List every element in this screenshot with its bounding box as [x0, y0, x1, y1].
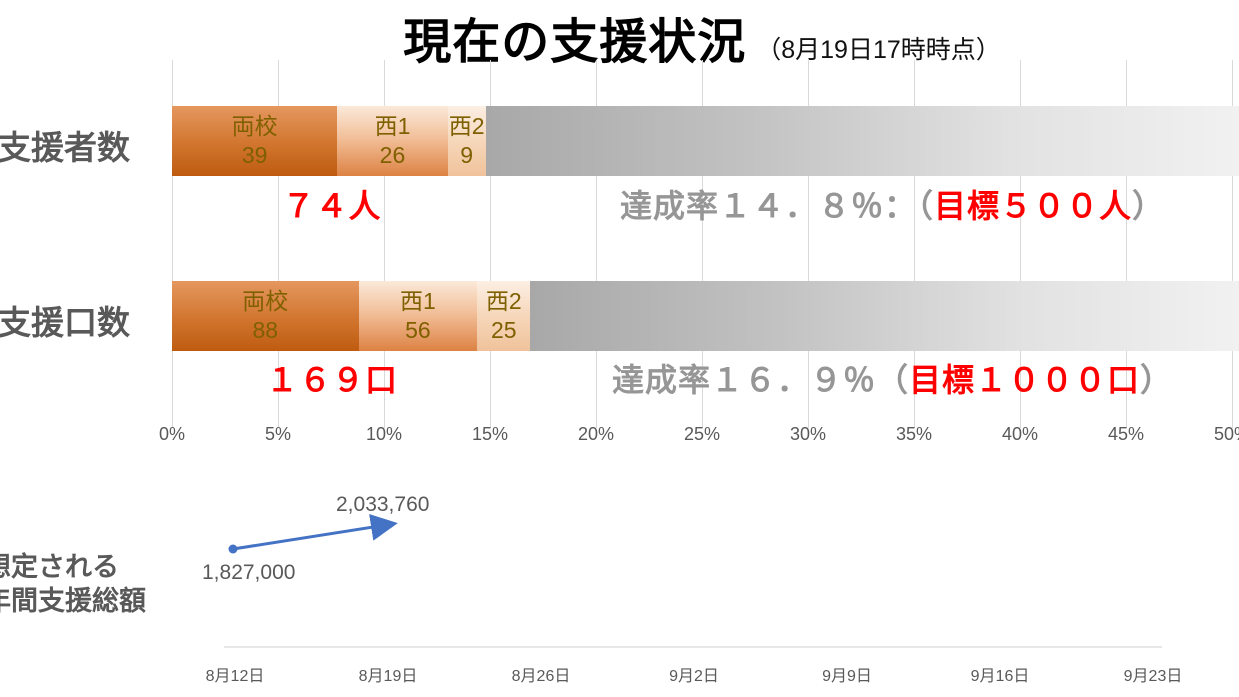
segment-name: 両校 — [242, 288, 289, 314]
data-label-week1: 1,827,000 — [202, 561, 296, 584]
achievement-rate-supporters: 達成率１４．８％： — [619, 188, 917, 224]
bar-segment-remainder — [530, 281, 1239, 351]
segment-name: 両校 — [231, 113, 278, 139]
achievement-rate-units: 達成率１６．９％ — [611, 362, 876, 398]
segment-name: 西1 — [374, 113, 411, 139]
line-series-label-line2: 年間支援総額 — [0, 586, 146, 616]
date-tick-9月16日: 9月16日 — [970, 668, 1030, 685]
goal-supporters: 目標５００人 — [934, 188, 1133, 224]
line-series-label: 想定される 年間支援総額 — [0, 550, 146, 618]
goal-paren-close-units: ） — [1140, 362, 1174, 398]
segment-value: 56 — [405, 317, 431, 343]
segment-value: 25 — [490, 317, 517, 343]
gridline-30% — [808, 60, 809, 428]
goal-paren-open-supporters: （ — [916, 188, 934, 224]
segment-value: 9 — [460, 142, 474, 168]
segment-value: 39 — [241, 142, 268, 168]
data-label-week2: 2,033,760 — [336, 493, 430, 516]
percent-tick-25%: 25% — [683, 424, 721, 444]
achievement-supporters: 達成率１４．８％：（目標５００人） — [550, 181, 1235, 227]
gridline-0% — [172, 60, 173, 428]
segment-value: 26 — [379, 142, 406, 168]
total-units-label: １６９口 — [265, 362, 398, 398]
date-tick-8月19日: 8月19日 — [358, 668, 418, 685]
bar-row-label-units: 支援口数 — [0, 304, 130, 341]
chart-subtitle: （8月19日17時時点） — [756, 36, 1001, 64]
date-tick-8月12日: 8月12日 — [205, 668, 265, 685]
date-tick-9月23日: 9月23日 — [1123, 668, 1183, 685]
segment-name: 西2 — [448, 113, 485, 139]
trend-line-segment[interactable] — [232, 513, 398, 551]
bar-segment-両校[interactable]: 両校 88 — [172, 281, 359, 351]
bar-segment-西1[interactable]: 西1 56 — [358, 281, 478, 351]
stacked-bar-units[interactable]: 両校 88 西1 56 西2 25 — [172, 281, 1239, 351]
date-axis-line — [224, 646, 1162, 648]
gridline-15% — [490, 60, 491, 428]
percent-tick-20%: 20% — [577, 424, 615, 444]
chart-title: 現在の支援状況 — [403, 16, 747, 69]
gridline-10% — [384, 60, 385, 428]
bar-segment-両校[interactable]: 両校 39 — [172, 106, 338, 176]
percent-tick-15%: 15% — [471, 424, 509, 444]
date-tick-9月2日: 9月2日 — [669, 668, 719, 685]
segment-name: 西2 — [485, 288, 522, 314]
goal-paren-close-supporters: ） — [1132, 188, 1166, 224]
percent-tick-0%: 0% — [158, 424, 186, 444]
line-series-label-line1: 想定される — [0, 552, 119, 582]
achievement-units: 達成率１６．９％（目標１０００口） — [550, 355, 1235, 401]
trend-line[interactable] — [205, 498, 485, 578]
date-tick-8月26日: 8月26日 — [511, 668, 571, 685]
total-supporters-label: ７４人 — [282, 188, 382, 224]
gridline-20% — [596, 60, 597, 428]
goal-paren-open-units: （ — [875, 362, 909, 398]
trend-start-marker — [228, 544, 238, 554]
percent-tick-10%: 10% — [365, 424, 403, 444]
percent-tick-40%: 40% — [1001, 424, 1039, 444]
gridline-50% — [1232, 60, 1233, 428]
bar-segment-remainder — [485, 106, 1239, 176]
stacked-bar-supporters[interactable]: 両校 39 西1 26 西2 9 — [172, 106, 1239, 176]
bar-row-label-supporters: 支援者数 — [0, 129, 130, 166]
gridline-40% — [1020, 60, 1021, 428]
percent-tick-50%: 50% — [1213, 424, 1239, 444]
percent-tick-30%: 30% — [789, 424, 827, 444]
bar-segment-西2[interactable]: 西2 25 — [477, 281, 531, 351]
bar-segment-西2[interactable]: 西2 9 — [447, 106, 486, 176]
date-tick-9月9日: 9月9日 — [822, 668, 872, 685]
segment-value: 88 — [252, 317, 279, 343]
segment-name: 西1 — [400, 288, 436, 314]
chart-title-row: 現在の支援状況 （8月19日17時時点） — [172, 2, 1232, 72]
gridline-35% — [914, 60, 915, 428]
goal-units: 目標１０００口 — [909, 362, 1141, 398]
gridline-45% — [1126, 60, 1127, 428]
percent-tick-45%: 45% — [1107, 424, 1145, 444]
percent-tick-5%: 5% — [264, 424, 292, 444]
gridline-5% — [278, 60, 279, 428]
percent-tick-35%: 35% — [895, 424, 933, 444]
gridline-25% — [702, 60, 703, 428]
bar-segment-西1[interactable]: 西1 26 — [337, 106, 448, 176]
